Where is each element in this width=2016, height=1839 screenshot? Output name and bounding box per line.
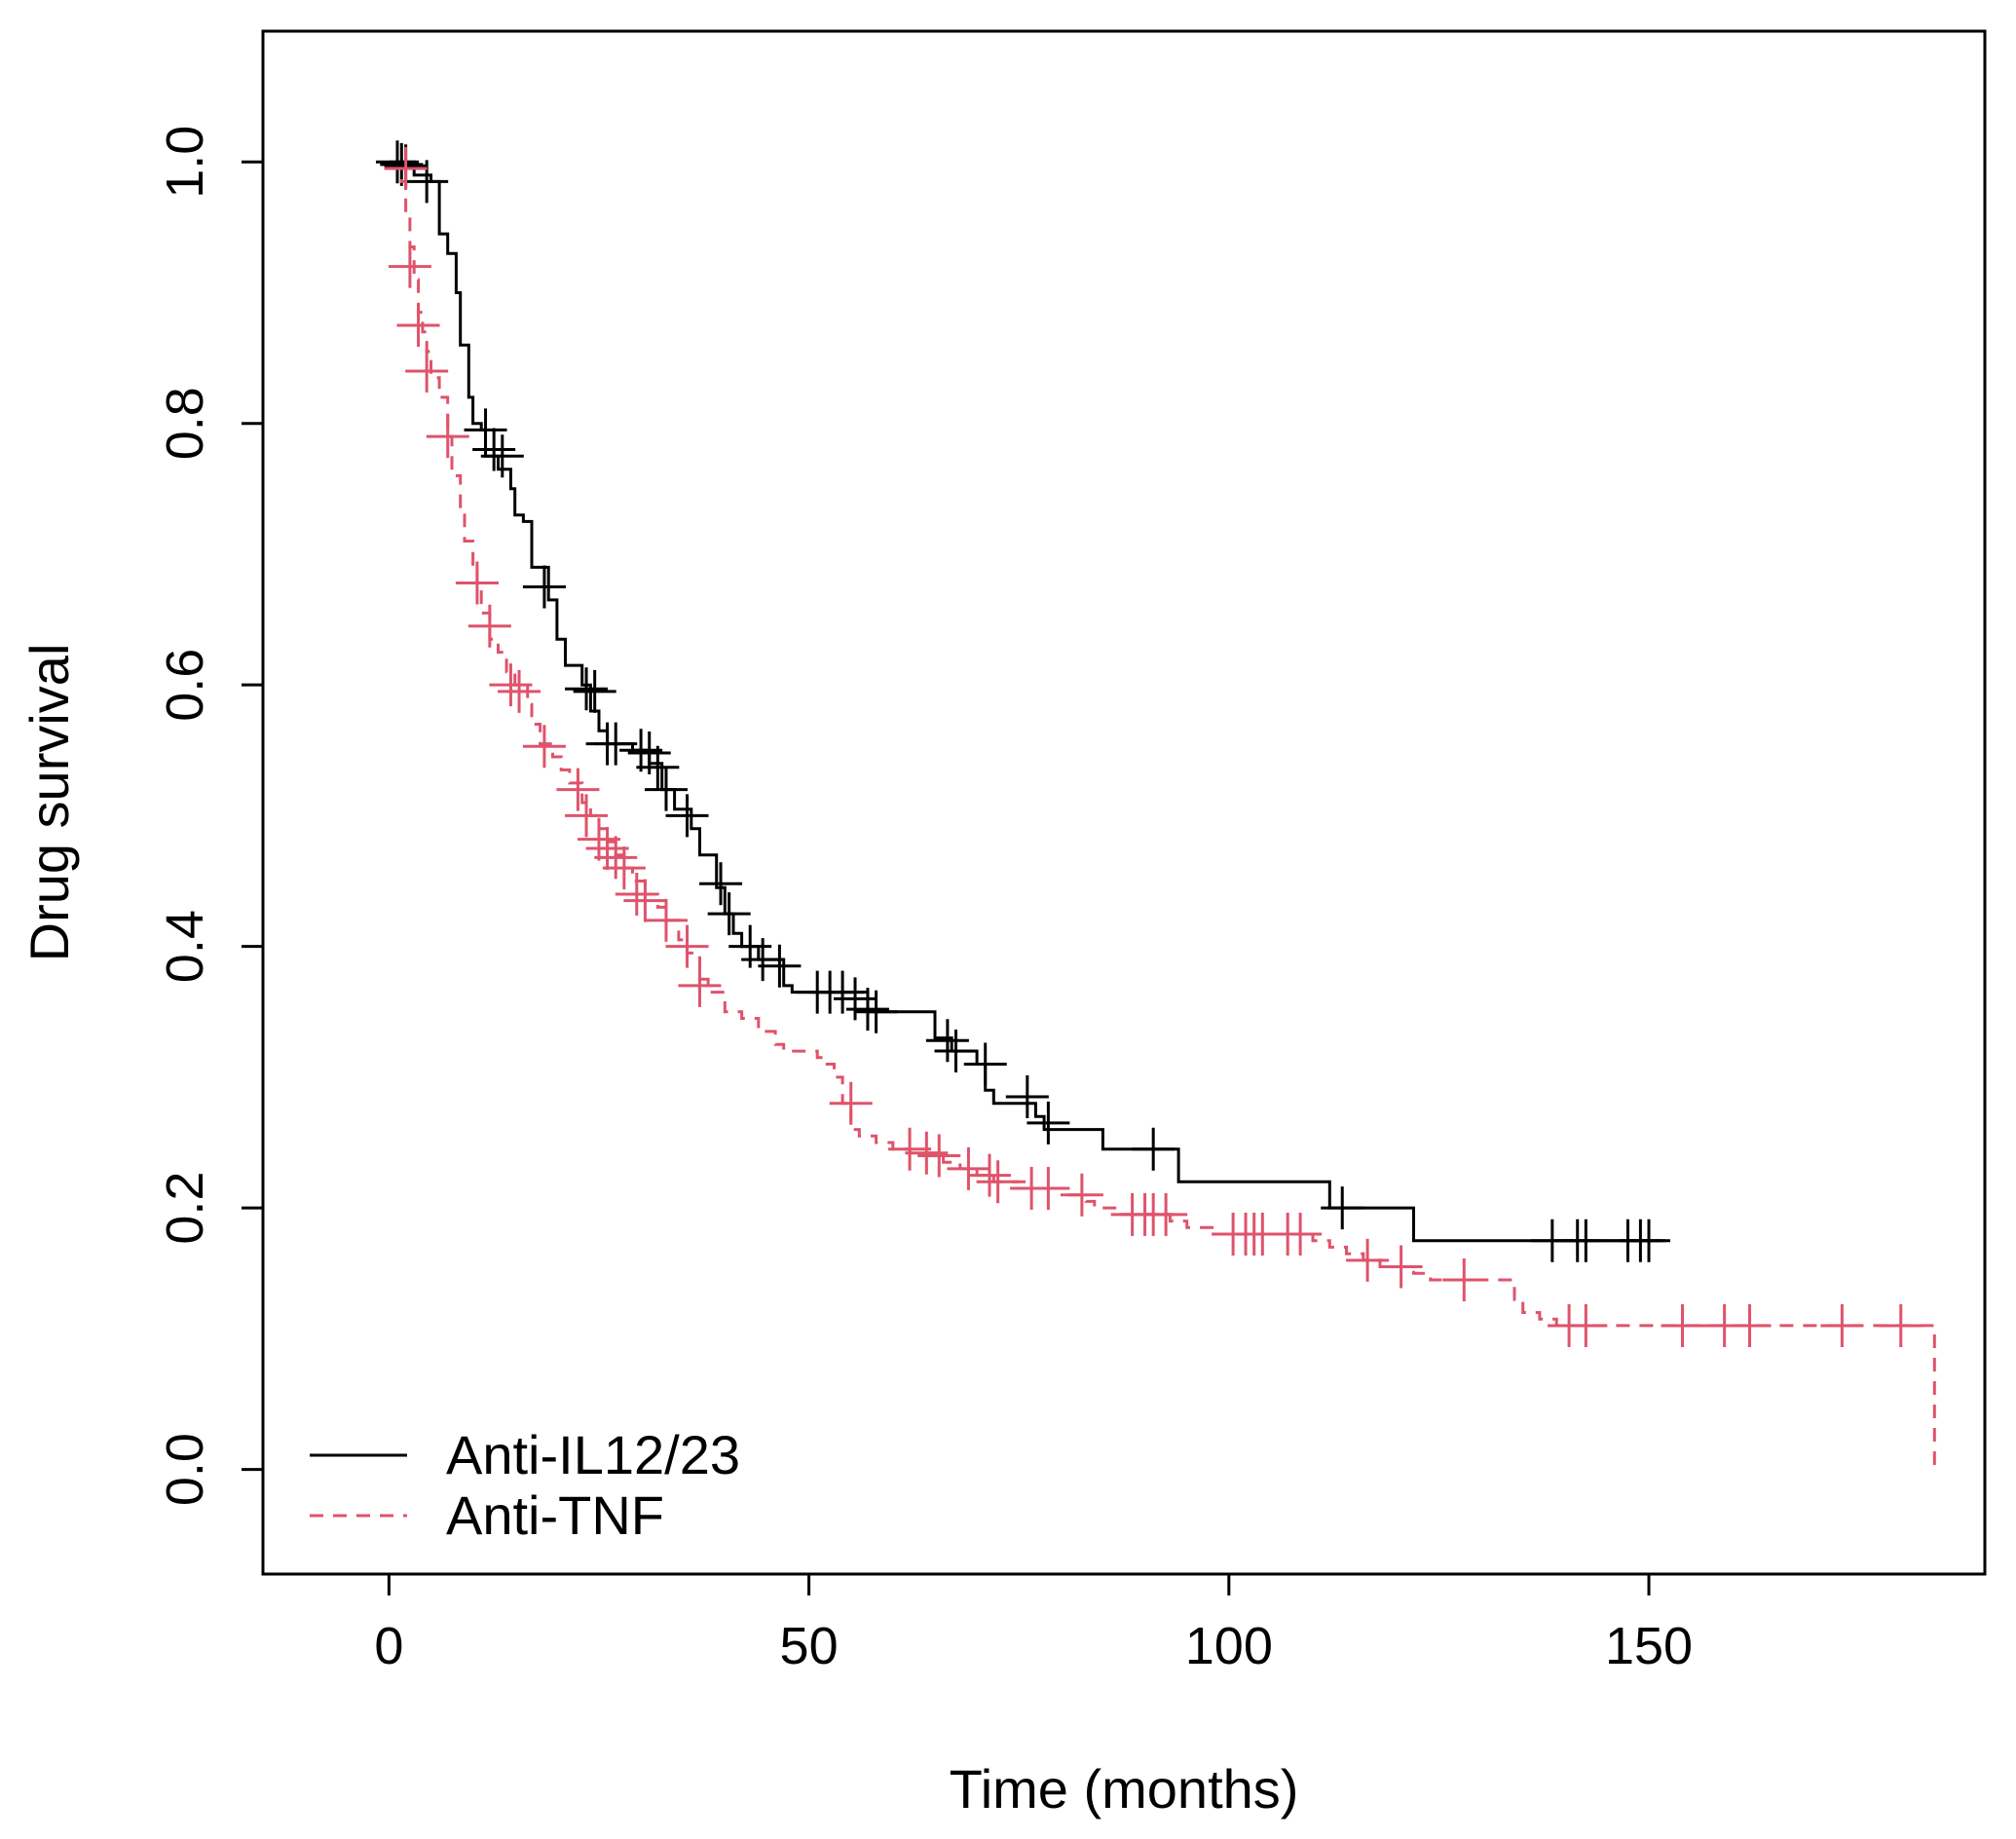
x-tick-label: 100 xyxy=(1185,1617,1273,1675)
x-axis: 0 50 100 150 xyxy=(374,1572,1693,1675)
series-layer xyxy=(375,140,1936,1470)
censor-mark-anti-tnf xyxy=(565,794,609,838)
censor-mark-anti-il12-23 xyxy=(934,1030,978,1073)
series-line-anti-tnf xyxy=(389,167,1936,1470)
legend-label-anti-tnf: Anti-TNF xyxy=(446,1484,664,1546)
censor-mark-anti-tnf xyxy=(1060,1173,1103,1217)
censor-mark-anti-tnf xyxy=(602,846,646,890)
censor-mark-anti-tnf xyxy=(1379,1245,1423,1289)
censor-mark-anti-il12-23 xyxy=(707,892,751,936)
censor-mark-anti-tnf xyxy=(905,1131,949,1175)
censor-mark-anti-tnf xyxy=(1027,1167,1070,1210)
y-axis-title: Drug survival xyxy=(19,644,80,962)
censor-mark-anti-il12-23 xyxy=(636,745,680,789)
censor-mark-anti-tnf xyxy=(556,768,600,811)
censor-mark-anti-il12-23 xyxy=(1027,1101,1070,1145)
censor-mark-anti-tnf xyxy=(1879,1303,1923,1347)
censor-mark-anti-il12-23 xyxy=(758,944,802,988)
censor-mark-anti-il12-23 xyxy=(619,729,663,772)
censor-mark-anti-tnf xyxy=(455,561,499,605)
y-tick-label: 0.0 xyxy=(156,1433,214,1506)
censor-mark-anti-tnf xyxy=(384,146,428,190)
y-tick-label: 0.6 xyxy=(156,649,214,722)
y-axis: 0.0 0.2 0.4 0.6 0.8 1.0 xyxy=(156,126,265,1506)
y-tick-label: 0.2 xyxy=(156,1172,214,1245)
censor-mark-anti-tnf xyxy=(489,663,533,707)
censor-mark-anti-il12-23 xyxy=(1132,1127,1176,1171)
censor-mark-anti-tnf xyxy=(678,963,722,1007)
censor-mark-anti-il12-23 xyxy=(1321,1186,1364,1230)
censor-mark-anti-il12-23 xyxy=(665,794,709,838)
censor-mark-anti-il12-23 xyxy=(1564,1219,1608,1262)
y-tick-label: 0.4 xyxy=(156,910,214,983)
censor-mark-anti-tnf xyxy=(644,898,688,942)
censor-mark-anti-il12-23 xyxy=(565,667,609,711)
censor-mark-anti-tnf xyxy=(1279,1212,1323,1256)
y-tick-label: 0.8 xyxy=(156,387,214,460)
censor-mark-anti-il12-23 xyxy=(464,408,507,452)
censor-mark-anti-tnf xyxy=(467,604,511,648)
censor-mark-anti-tnf xyxy=(1442,1257,1486,1301)
censor-mark-anti-tnf xyxy=(947,1146,990,1190)
censor-mark-anti-il12-23 xyxy=(480,434,524,478)
censor-mark-anti-tnf xyxy=(1564,1303,1608,1347)
censor-mark-anti-il12-23 xyxy=(1005,1075,1049,1119)
x-axis-title: Time (months) xyxy=(950,1758,1299,1820)
censor-mark-anti-tnf xyxy=(426,415,469,459)
censor-mark-anti-tnf xyxy=(594,836,638,880)
x-tick-label: 0 xyxy=(374,1617,403,1675)
censor-mark-anti-il12-23 xyxy=(472,428,516,471)
censor-mark-anti-tnf xyxy=(405,350,449,394)
y-tick-label: 1.0 xyxy=(156,126,214,199)
censor-mark-anti-tnf xyxy=(388,244,431,288)
censor-mark-anti-il12-23 xyxy=(1627,1219,1671,1262)
censor-mark-anti-tnf xyxy=(829,1081,873,1125)
censor-mark-anti-tnf xyxy=(1728,1303,1772,1347)
censor-mark-anti-tnf xyxy=(917,1134,961,1178)
censor-mark-anti-il12-23 xyxy=(699,862,743,906)
censor-mark-anti-tnf xyxy=(396,304,440,348)
censor-mark-anti-il12-23 xyxy=(594,722,638,766)
censor-mark-anti-tnf xyxy=(1661,1303,1704,1347)
censor-mark-anti-tnf xyxy=(522,725,566,769)
censor-mark-anti-tnf xyxy=(1820,1303,1864,1347)
censor-mark-anti-tnf xyxy=(1346,1238,1390,1282)
censor-mark-anti-tnf xyxy=(976,1160,1020,1204)
legend: Anti-IL12/23 Anti-TNF xyxy=(310,1424,740,1546)
censor-mark-anti-tnf xyxy=(1144,1192,1188,1236)
censor-mark-anti-il12-23 xyxy=(644,768,688,811)
legend-label-anti-il12-23: Anti-IL12/23 xyxy=(446,1424,740,1485)
censor-mark-anti-tnf xyxy=(665,924,709,968)
censor-mark-anti-tnf xyxy=(498,669,541,713)
censor-mark-anti-il12-23 xyxy=(573,669,616,713)
censor-mark-anti-tnf xyxy=(623,879,667,922)
censor-mark-anti-tnf xyxy=(615,872,658,916)
censor-mark-anti-tnf xyxy=(577,817,620,861)
censor-mark-anti-il12-23 xyxy=(522,565,566,609)
x-tick-label: 50 xyxy=(780,1617,839,1675)
censor-mark-anti-il12-23 xyxy=(925,1019,969,1063)
x-tick-label: 150 xyxy=(1605,1617,1693,1675)
censor-mark-anti-tnf xyxy=(968,1153,1012,1197)
censor-mark-anti-il12-23 xyxy=(821,970,865,1014)
censor-mark-anti-il12-23 xyxy=(375,140,419,184)
censor-mark-anti-tnf xyxy=(585,826,629,870)
censor-mark-anti-il12-23 xyxy=(854,990,898,1033)
censor-mark-anti-il12-23 xyxy=(741,938,785,982)
censor-mark-anti-il12-23 xyxy=(963,1042,1007,1086)
censor-mark-anti-il12-23 xyxy=(845,988,889,1032)
censor-mark-anti-tnf xyxy=(888,1127,932,1171)
